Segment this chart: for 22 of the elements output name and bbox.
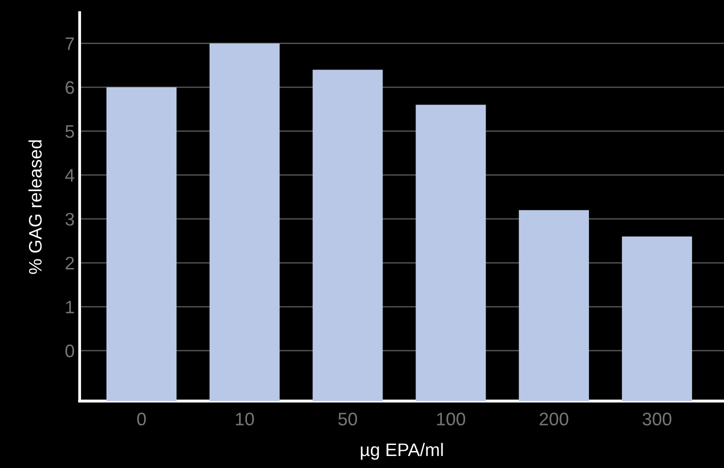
x-tick-label: 100 xyxy=(437,412,466,426)
x-tick-label: 50 xyxy=(338,412,358,426)
y-tick-label: 6 xyxy=(66,81,74,94)
bar xyxy=(518,210,589,402)
bar xyxy=(312,70,383,402)
x-tick-label: 300 xyxy=(642,412,672,426)
bar xyxy=(416,104,486,402)
y-axis-title: % GAG released xyxy=(28,140,42,274)
y-tick-label: 0 xyxy=(65,344,74,358)
y-tick-label: 4 xyxy=(65,169,74,182)
x-tick-label: 0 xyxy=(137,412,146,426)
bar xyxy=(622,236,692,402)
x-axis-title: µg EPA/ml xyxy=(360,442,443,460)
y-tick-label: 5 xyxy=(65,125,74,138)
x-tick-label: 200 xyxy=(540,412,568,426)
y-tick-label: 3 xyxy=(65,212,74,226)
y-tick-label: 2 xyxy=(66,256,74,270)
bar xyxy=(210,43,280,402)
bar xyxy=(106,87,177,402)
x-tick-label: 10 xyxy=(236,412,254,426)
y-tick-label: 7 xyxy=(66,37,74,50)
y-tick-label: 1 xyxy=(66,300,74,314)
